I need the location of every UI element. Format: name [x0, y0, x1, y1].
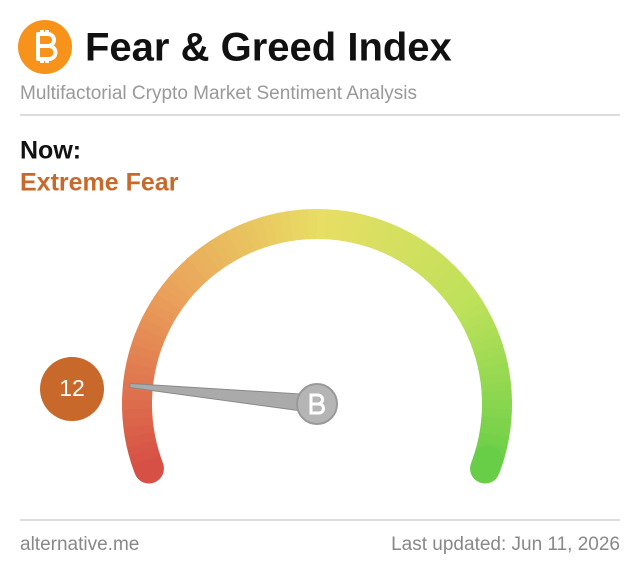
needle-group [129, 383, 338, 425]
arc-segment [470, 445, 503, 484]
value-label: 12 [59, 375, 85, 401]
hub-icon [309, 393, 325, 415]
last-updated: Last updated: Jun 11, 2026 [391, 534, 620, 555]
value-badge [40, 357, 104, 421]
subtitle: Multifactorial Crypto Market Sentiment A… [20, 83, 417, 104]
logo-icon [18, 20, 72, 74]
title: Fear & Greed Index [85, 26, 452, 70]
now-label: Now: [20, 137, 81, 165]
classification: Extreme Fear [20, 169, 179, 197]
source: alternative.me [20, 534, 139, 555]
gauge-arc [122, 209, 512, 484]
needle [129, 383, 319, 414]
